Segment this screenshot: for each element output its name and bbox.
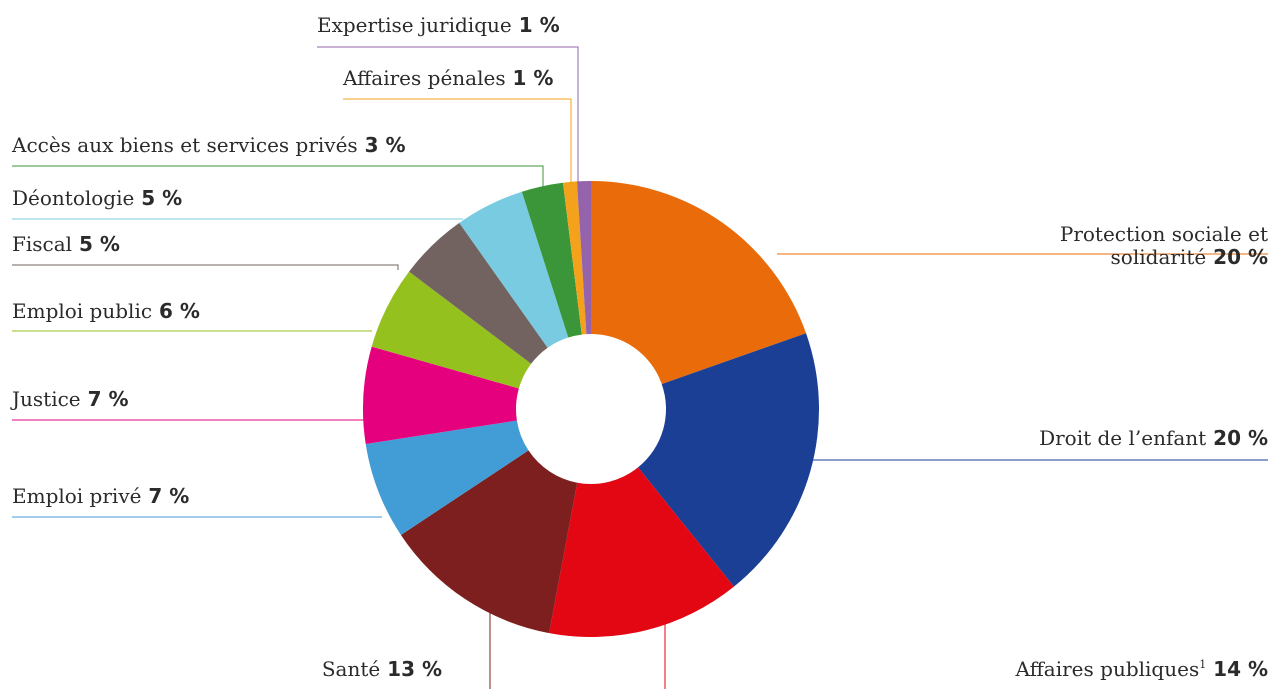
label-affaires-penales: Affaires pénales 1 % (342, 66, 553, 90)
value-label-droit-de-l-enfant: 20 % (1206, 426, 1268, 450)
leader-line-expertise-juridique (317, 46, 579, 183)
value-label-sante: 13 % (380, 657, 442, 681)
slice-emploi-prive (365, 420, 529, 535)
label-fiscal: Fiscal 5 % (12, 232, 120, 256)
slice-justice (363, 346, 519, 444)
slice-sante (400, 450, 578, 634)
label-text: Emploi privé (12, 484, 141, 508)
label-sante: Santé 13 % (322, 657, 442, 681)
label-text: Fiscal (12, 232, 72, 256)
leader-lines-group (12, 46, 1268, 689)
leader-line-affaires-penales (343, 98, 572, 184)
slice-acces-aux-biens-et-services-prives (521, 182, 582, 338)
label-protection-sociale-et-solidarite-line2: solidarité 20 % (1111, 245, 1268, 269)
value-label-acces-aux-biens-et-services-prives: 3 % (358, 133, 406, 157)
slices-group (363, 181, 819, 637)
label-emploi-prive: Emploi privé 7 % (12, 484, 189, 508)
label-protection-sociale-et-solidarite-line1: Protection sociale et (1060, 222, 1268, 246)
label-text: Déontologie (12, 186, 134, 210)
label-acces-aux-biens-et-services-prives: Accès aux biens et services privés 3 % (11, 133, 406, 157)
label-text: Emploi public (12, 299, 152, 323)
value-label-protection-sociale-et-solidarite: 20 % (1206, 245, 1268, 269)
label-text: Justice (10, 387, 81, 411)
value-label-expertise-juridique: 1 % (512, 13, 560, 37)
footnote-marker: 1 (1199, 658, 1206, 671)
label-expertise-juridique: Expertise juridique 1 % (317, 13, 560, 37)
value-label-affaires-penales: 1 % (506, 66, 554, 90)
slice-protection-sociale-et-solidarite (591, 181, 807, 385)
value-label-affaires-publiques: 14 % (1206, 657, 1268, 681)
label-text: Santé (322, 657, 380, 681)
slice-expertise-juridique (576, 181, 591, 335)
label-deontologie: Déontologie 5 % (12, 186, 182, 210)
value-label-deontologie: 5 % (134, 186, 182, 210)
slice-droit-de-l-enfant (638, 333, 819, 587)
label-text: Droit de l’enfant (1039, 426, 1206, 450)
slice-fiscal (409, 222, 548, 364)
value-label-emploi-prive: 7 % (141, 484, 189, 508)
slice-emploi-public (371, 271, 532, 389)
leader-line-fiscal (12, 264, 399, 270)
slice-affaires-penales (562, 181, 587, 335)
label-text: solidarité (1111, 245, 1207, 269)
label-text: Affaires publiques (1015, 657, 1200, 681)
label-text: Affaires pénales (342, 66, 506, 90)
label-affaires-publiques: Affaires publiques1 14 % (1015, 657, 1269, 681)
label-text: Expertise juridique (317, 13, 512, 37)
value-label-fiscal: 5 % (72, 232, 120, 256)
value-label-justice: 7 % (81, 387, 129, 411)
slice-affaires-publiques (549, 467, 734, 637)
label-justice: Justice 7 % (10, 387, 129, 411)
label-emploi-public: Emploi public 6 % (12, 299, 200, 323)
label-droit-de-l-enfant: Droit de l’enfant 20 % (1039, 426, 1268, 450)
value-label-emploi-public: 6 % (152, 299, 200, 323)
label-text: Accès aux biens et services privés (11, 133, 358, 157)
leader-line-acces-aux-biens-et-services-prives (12, 165, 544, 189)
slice-deontologie (459, 191, 569, 348)
label-text: Protection sociale et (1060, 222, 1268, 246)
